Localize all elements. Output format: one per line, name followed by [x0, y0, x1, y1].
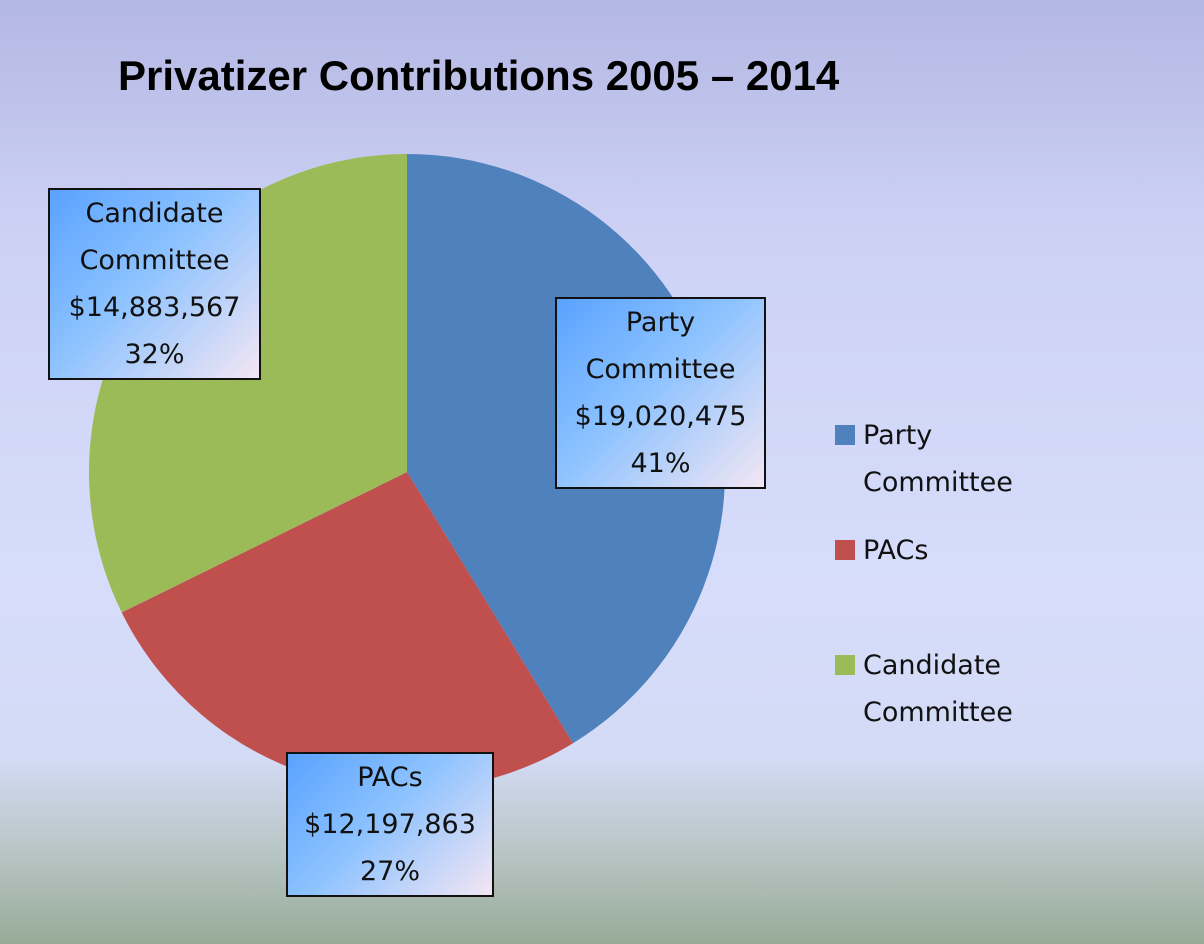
- legend-swatch: [835, 425, 855, 445]
- data-label-category: Candidate Committee: [79, 198, 230, 276]
- data-label-percent: 41%: [630, 448, 691, 479]
- legend-item: PACs: [835, 527, 1053, 574]
- legend-item: Candidate Committee: [835, 642, 1053, 736]
- legend-swatch: [835, 540, 855, 560]
- legend-label: PACs: [863, 535, 929, 566]
- data-label: PACs $12,197,863 27%: [286, 752, 494, 897]
- data-label: Party Committee $19,020,475 41%: [555, 297, 766, 489]
- data-label-value: $19,020,475: [574, 401, 747, 432]
- legend-item: Party Committee: [835, 412, 1053, 506]
- chart-title: Privatizer Contributions 2005 – 2014: [118, 52, 840, 99]
- legend-label: Candidate Committee: [863, 650, 1013, 728]
- data-label-category: PACs: [357, 762, 423, 793]
- data-label-value: $14,883,567: [68, 292, 241, 323]
- data-label-percent: 32%: [124, 339, 185, 370]
- legend-swatch: [835, 655, 855, 675]
- data-label-value: $12,197,863: [304, 809, 476, 840]
- data-label: Candidate Committee $14,883,567 32%: [48, 188, 261, 380]
- data-label-category: Party Committee: [585, 307, 736, 385]
- legend-label: Party Committee: [863, 420, 1013, 498]
- pie-slice: [121, 472, 574, 790]
- data-label-percent: 27%: [359, 856, 420, 887]
